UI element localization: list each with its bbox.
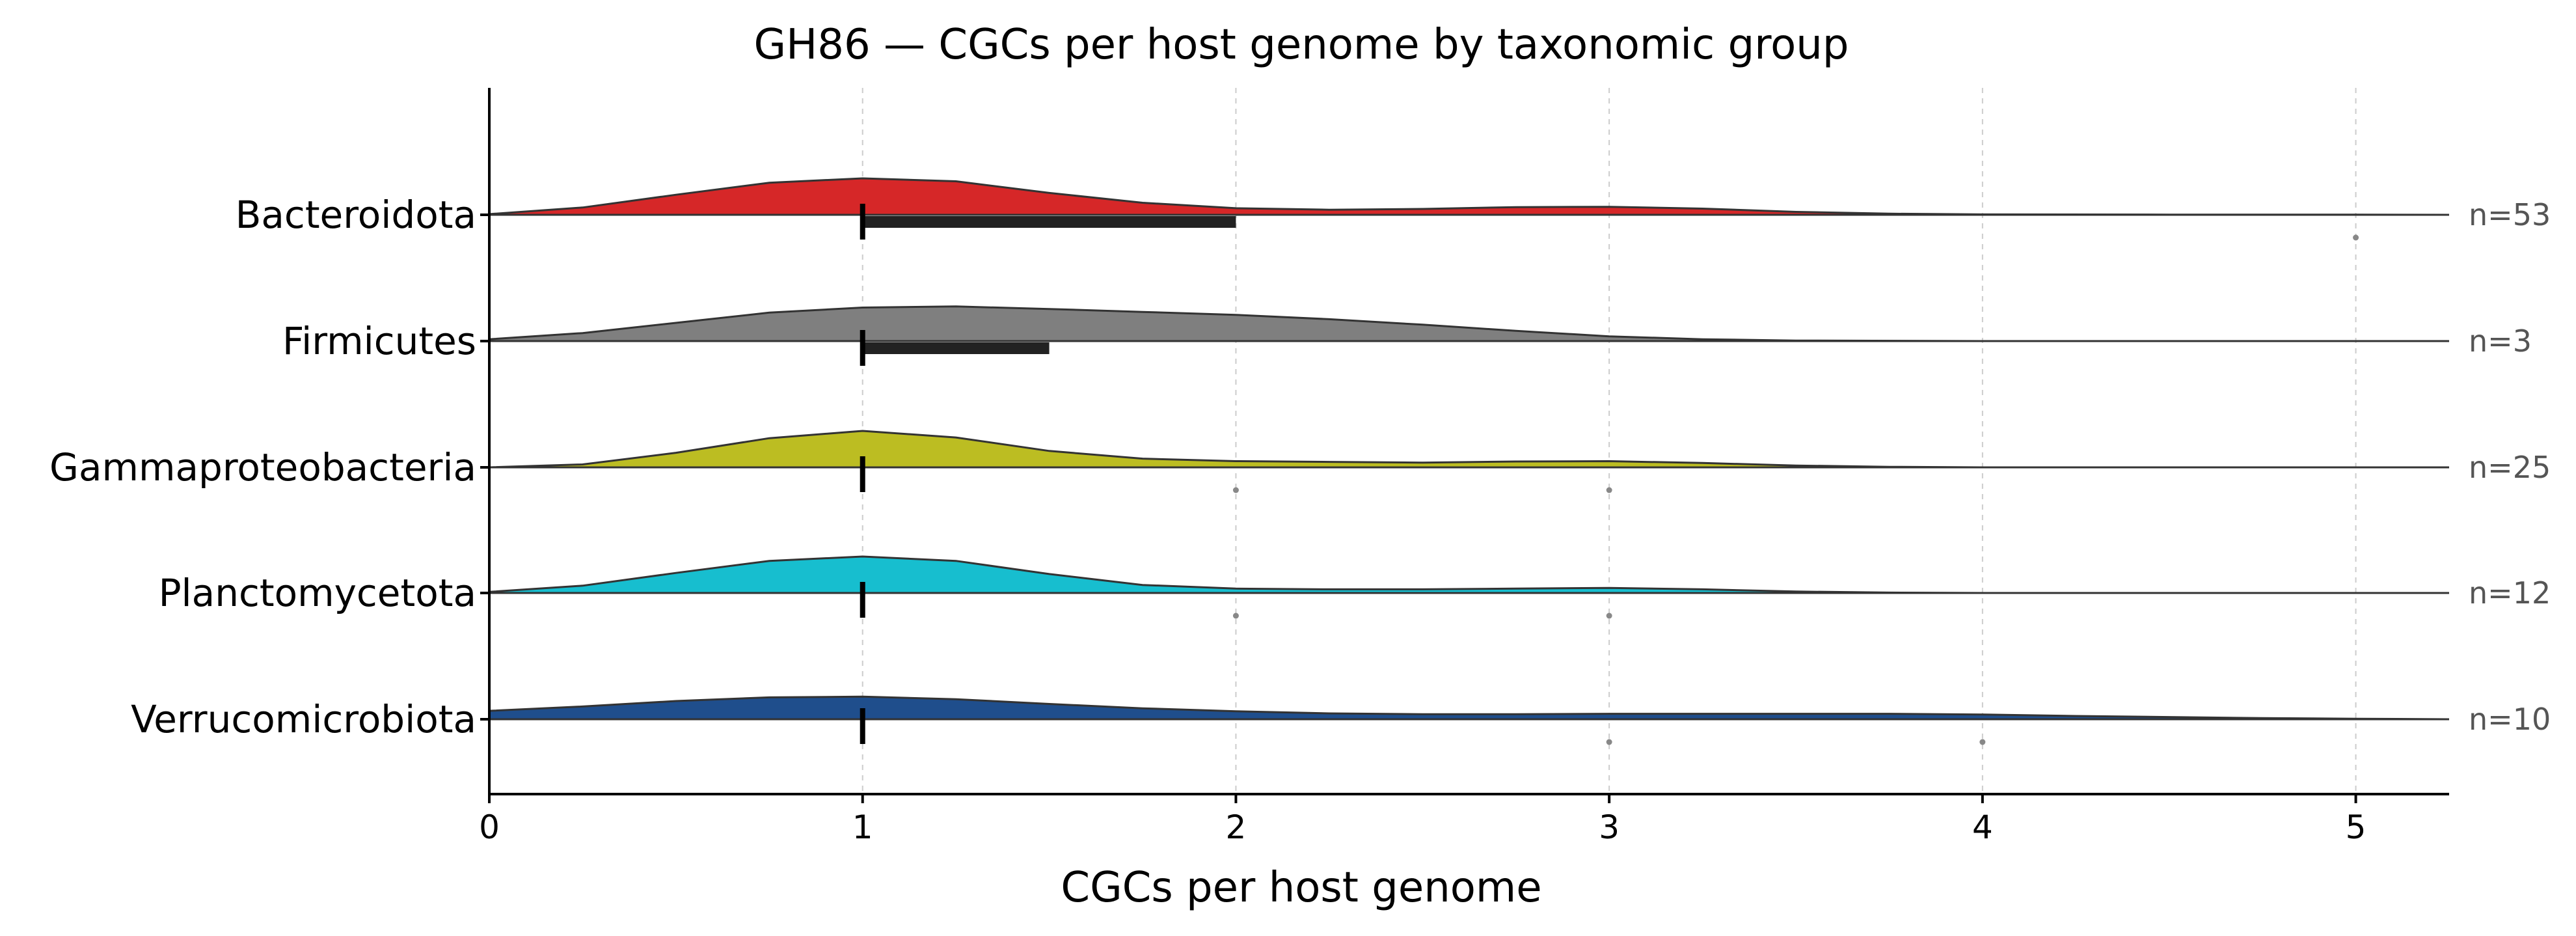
outlier-planctomycetota-0	[1232, 613, 1239, 619]
group-label-verrucomicrobiota: Verrucomicrobiota	[131, 697, 476, 741]
grid-lines	[861, 88, 2357, 794]
density-firmicutes	[488, 305, 2449, 342]
ridge-verrucomicrobiota: Verrucomicrobiota n=10	[131, 695, 2551, 745]
ridge-firmicutes: Firmicutes n=3	[282, 305, 2532, 366]
ridge-gammaproteobacteria: Gammaproteobacteria n=25	[49, 430, 2551, 493]
x-axis-ticks: 0 1 2 3 4 5	[479, 794, 2366, 846]
x-tick-label-0: 0	[479, 808, 500, 846]
density-bacteroidota	[488, 177, 2450, 216]
outlier-verrucomicrobiota-0	[1606, 739, 1612, 745]
chart-title: GH86 — CGCs per host genome by taxonomic…	[754, 21, 1849, 69]
n-label-gammaproteobacteria: n=25	[2469, 450, 2551, 485]
x-axis-label: CGCs per host genome	[1061, 864, 1541, 912]
outlier-verrucomicrobiota-1	[1979, 739, 1986, 745]
n-label-firmicutes: n=3	[2469, 323, 2532, 359]
density-gammaproteobacteria	[489, 430, 2449, 469]
x-tick-label-1: 1	[852, 808, 873, 846]
outlier-gammaproteobacteria-0	[1232, 487, 1239, 493]
x-tick-label-5: 5	[2346, 808, 2366, 846]
outlier-bacteroidota-0	[2353, 234, 2359, 241]
group-label-gammaproteobacteria: Gammaproteobacteria	[49, 445, 476, 489]
x-tick-label-4: 4	[1972, 808, 1993, 846]
group-label-bacteroidota: Bacteroidota	[236, 193, 476, 237]
group-label-firmicutes: Firmicutes	[282, 319, 476, 363]
outlier-planctomycetota-1	[1606, 613, 1612, 619]
n-label-bacteroidota: n=53	[2469, 197, 2551, 232]
ridge-bacteroidota: Bacteroidota n=53	[236, 177, 2551, 241]
n-label-planctomycetota: n=12	[2469, 575, 2551, 611]
x-tick-label-3: 3	[1599, 808, 1620, 846]
density-planctomycetota	[488, 555, 2449, 594]
x-tick-label-2: 2	[1226, 808, 1247, 846]
ridge-planctomycetota: Planctomycetota n=12	[159, 555, 2551, 619]
group-label-planctomycetota: Planctomycetota	[159, 571, 476, 615]
outlier-gammaproteobacteria-1	[1606, 487, 1612, 493]
axes	[488, 88, 2449, 795]
density-verrucomicrobiota	[488, 695, 2450, 721]
n-label-verrucomicrobiota: n=10	[2469, 702, 2551, 737]
ridges: Bacteroidota n=53 Firmicutes n=3 Gammaproteo…	[49, 177, 2551, 745]
